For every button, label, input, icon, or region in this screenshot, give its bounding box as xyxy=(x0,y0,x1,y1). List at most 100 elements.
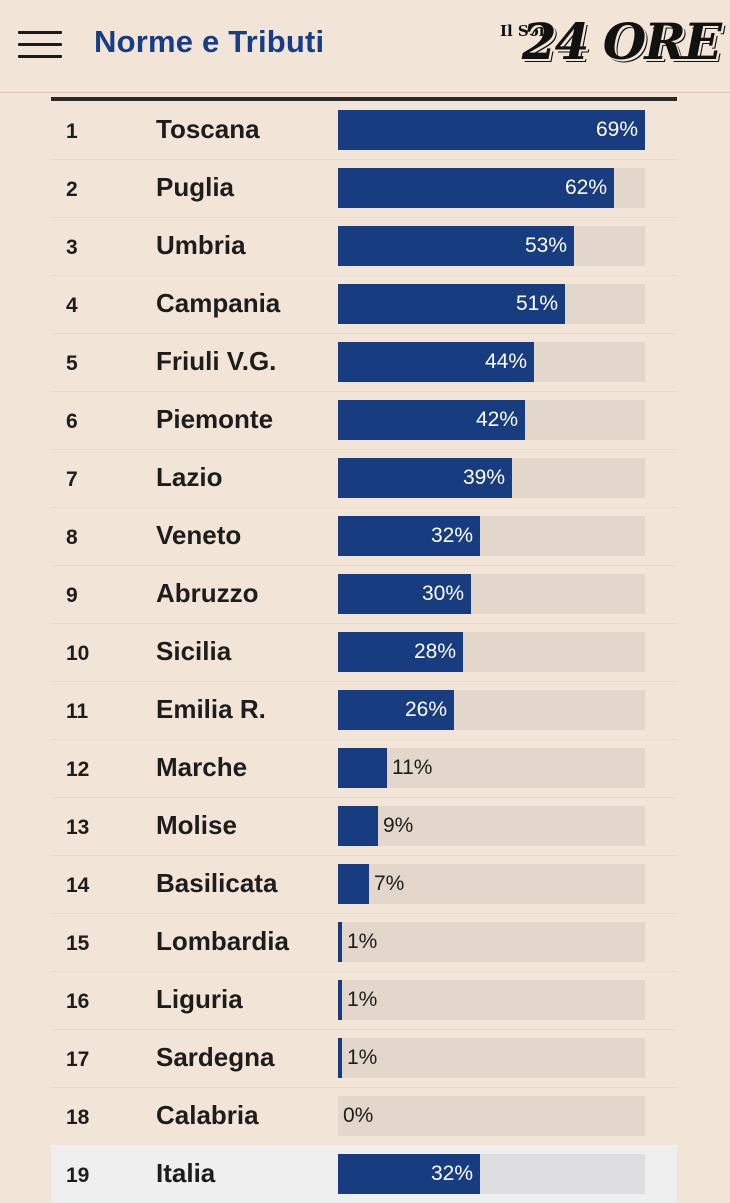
table-row: 14 Basilicata 7% xyxy=(51,855,677,914)
site-header: Norme e Tributi Il Sole 24 ORE xyxy=(0,0,730,93)
rank-number: 6 xyxy=(66,410,78,433)
value-label: 53% xyxy=(524,234,567,257)
bar-track: 30% xyxy=(338,574,645,614)
table-row: 10 Sicilia 28% xyxy=(51,623,677,682)
rank-number: 17 xyxy=(66,1048,90,1071)
table-row: 9 Abruzzo 30% xyxy=(51,565,677,624)
table-top-rule xyxy=(51,97,677,101)
bar-sicilia xyxy=(338,632,463,672)
hamburger-menu-icon[interactable] xyxy=(18,31,62,59)
value-label: 62% xyxy=(564,176,607,199)
region-name: Lombardia xyxy=(156,926,289,956)
table-row: 13 Molise 9% xyxy=(51,797,677,856)
bar-track: 11% xyxy=(338,748,645,788)
bar-marche xyxy=(338,748,387,788)
bar-italia xyxy=(338,1154,480,1194)
table-row: 6 Piemonte 42% xyxy=(51,391,677,450)
bar-umbria xyxy=(338,226,574,266)
rank-number: 19 xyxy=(66,1164,90,1187)
rank-number: 10 xyxy=(66,642,90,665)
hamburger-line xyxy=(18,43,62,46)
region-name: Italia xyxy=(156,1158,216,1188)
bar-track: 39% xyxy=(338,458,645,498)
table-row: 8 Veneto 32% xyxy=(51,507,677,566)
table-row: 3 Umbria 53% xyxy=(51,217,677,276)
value-label: 26% xyxy=(404,698,447,721)
region-name: Marche xyxy=(156,752,248,782)
table-row: 11 Emilia R. 26% xyxy=(51,681,677,740)
bar-track: 32% xyxy=(338,1154,645,1194)
value-label: 1% xyxy=(347,1046,378,1069)
region-name: Lazio xyxy=(156,462,223,492)
bar-basilicata xyxy=(338,864,369,904)
hamburger-line xyxy=(18,31,62,34)
bar-campania xyxy=(338,284,565,324)
bar-sardegna xyxy=(338,1038,342,1078)
region-name: Basilicata xyxy=(156,868,278,898)
value-label: 42% xyxy=(475,408,518,431)
rank-number: 12 xyxy=(66,758,90,781)
bar-track: 69% xyxy=(338,110,645,150)
bar-track: 26% xyxy=(338,690,645,730)
rank-number: 5 xyxy=(66,352,78,375)
bar-track: 1% xyxy=(338,922,645,962)
table-row: 17 Sardegna 1% xyxy=(51,1029,677,1088)
value-label: 0% xyxy=(343,1104,374,1127)
region-name: Campania xyxy=(156,288,281,318)
bar-track: 62% xyxy=(338,168,645,208)
bar-piemonte xyxy=(338,400,525,440)
value-label: 28% xyxy=(413,640,456,663)
region-name: Friuli V.G. xyxy=(156,346,277,376)
value-label: 30% xyxy=(421,582,464,605)
region-name: Sicilia xyxy=(156,636,232,666)
value-label: 11% xyxy=(392,756,433,779)
bar-lombardia xyxy=(338,922,342,962)
il-sole-24-ore-logo[interactable]: Il Sole 24 ORE xyxy=(490,12,722,72)
region-name: Piemonte xyxy=(156,404,274,434)
bar-track: 1% xyxy=(338,980,645,1020)
section-title[interactable]: Norme e Tributi xyxy=(94,24,325,59)
rank-number: 16 xyxy=(66,990,90,1013)
hamburger-line xyxy=(18,55,62,58)
rank-number: 18 xyxy=(66,1106,90,1129)
logo-24-ore-text: 24 ORE xyxy=(521,12,722,71)
region-name: Sardegna xyxy=(156,1042,275,1072)
rank-number: 3 xyxy=(66,236,78,259)
value-label: 69% xyxy=(595,118,638,141)
region-name: Puglia xyxy=(156,172,235,202)
table-row: 2 Puglia 62% xyxy=(51,159,677,218)
bar-molise xyxy=(338,806,378,846)
region-name: Molise xyxy=(156,810,237,840)
logo-il-sole-text: Il Sole xyxy=(500,22,555,40)
bar-track: 28% xyxy=(338,632,645,672)
bar-track: 44% xyxy=(338,342,645,382)
bar-track: 1% xyxy=(338,1038,645,1078)
bar-lazio xyxy=(338,458,512,498)
value-label: 7% xyxy=(374,872,405,895)
rank-number: 1 xyxy=(66,120,78,143)
region-name: Calabria xyxy=(156,1100,259,1130)
table-row: 7 Lazio 39% xyxy=(51,449,677,508)
bar-track: 0% xyxy=(338,1096,645,1136)
bar-track: 7% xyxy=(338,864,645,904)
table-row: 12 Marche 11% xyxy=(51,739,677,798)
rank-number: 7 xyxy=(66,468,78,491)
table-row: 4 Campania 51% xyxy=(51,275,677,334)
value-label: 32% xyxy=(430,524,473,547)
value-label: 44% xyxy=(484,350,527,373)
region-name: Abruzzo xyxy=(156,578,259,608)
value-label: 9% xyxy=(383,814,414,837)
table-row: 1 Toscana 69% xyxy=(51,101,677,160)
bar-emilia-r xyxy=(338,690,454,730)
bar-toscana xyxy=(338,110,645,150)
rank-number: 14 xyxy=(66,874,90,897)
region-name: Veneto xyxy=(156,520,242,550)
bar-track: 42% xyxy=(338,400,645,440)
table-row: 18 Calabria 0% xyxy=(51,1087,677,1146)
value-label: 51% xyxy=(515,292,558,315)
table-row: 15 Lombardia 1% xyxy=(51,913,677,972)
rank-number: 11 xyxy=(66,700,89,723)
region-name: Umbria xyxy=(156,230,246,260)
bar-track: 53% xyxy=(338,226,645,266)
bar-track: 32% xyxy=(338,516,645,556)
